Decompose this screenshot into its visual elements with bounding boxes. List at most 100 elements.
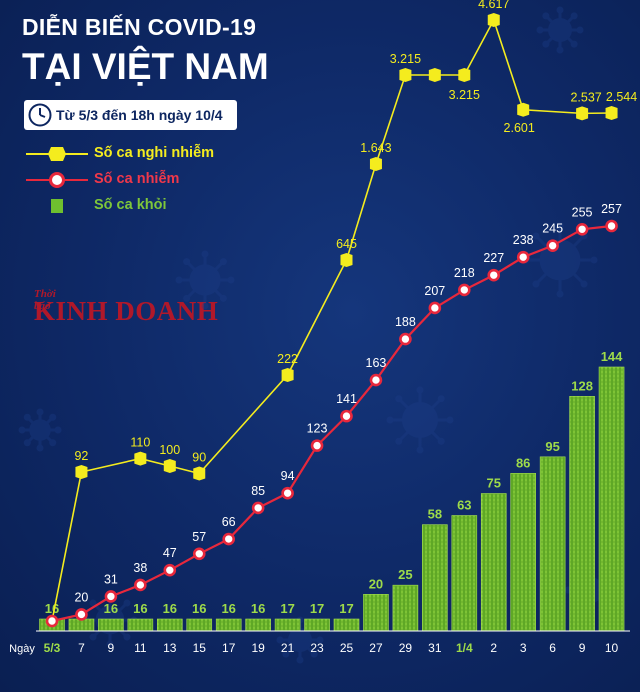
bar-value-label: 128 xyxy=(571,378,593,393)
virus-shape xyxy=(276,616,324,664)
marker-suspected xyxy=(134,451,147,466)
bar-recovered xyxy=(215,618,242,632)
label-infected: 94 xyxy=(281,469,295,483)
x-tick-label: 11 xyxy=(134,641,147,655)
label-infected: 20 xyxy=(74,590,88,604)
x-tick-label: 10 xyxy=(605,641,619,655)
label-infected: 207 xyxy=(424,284,445,298)
marker-infected xyxy=(45,614,59,628)
label-infected: 238 xyxy=(513,233,534,247)
marker-infected xyxy=(369,373,383,387)
bar-recovered xyxy=(569,396,595,632)
marker-suspected xyxy=(605,105,618,120)
title-line-1: DIỄN BIẾN COVID-19 xyxy=(22,14,257,40)
x-tick-label: 31 xyxy=(428,641,442,655)
x-tick-label: 23 xyxy=(310,641,324,655)
bar-value-label: 63 xyxy=(457,498,471,513)
legend-recovered-label: Số ca khỏi xyxy=(94,197,167,213)
x-tick-label: 25 xyxy=(340,641,354,655)
title-line-2: TẠI VIỆT NAM xyxy=(22,46,269,87)
bar-value-label: 16 xyxy=(104,601,118,616)
bar-value-label: 86 xyxy=(516,455,530,470)
bar-recovered xyxy=(510,473,537,632)
label-suspected: 92 xyxy=(74,449,88,463)
watermark-small: Thời báo xyxy=(34,288,56,312)
marker-suspected xyxy=(369,157,382,171)
x-tick-label: 15 xyxy=(193,641,207,655)
marker-infected xyxy=(487,268,501,282)
bar-recovered xyxy=(422,524,448,632)
x-tick-label: 2 xyxy=(490,641,497,655)
marker-infected xyxy=(104,590,118,603)
marker-infected xyxy=(546,239,559,252)
bar-value-label: 16 xyxy=(133,601,147,616)
label-suspected: 1.643 xyxy=(360,141,391,155)
bar-value-label: 17 xyxy=(310,601,324,616)
bar-value-label: 75 xyxy=(487,476,501,491)
marker-infected xyxy=(163,563,177,577)
bar-recovered xyxy=(245,618,271,632)
legend-infected-label: Số ca nhiễm xyxy=(94,171,180,187)
label-infected: 66 xyxy=(222,515,236,529)
bar-value-label: 144 xyxy=(601,349,623,364)
x-tick-label: 27 xyxy=(369,641,383,655)
x-tick-label: 19 xyxy=(251,641,265,655)
bar-recovered xyxy=(304,618,330,632)
bar-recovered xyxy=(274,618,301,632)
x-axis-title: Ngày xyxy=(9,643,35,655)
marker-infected xyxy=(251,501,265,515)
label-suspected: 110 xyxy=(130,436,150,450)
label-infected: 57 xyxy=(192,530,206,544)
marker-infected xyxy=(192,547,206,561)
bar-value-label: 16 xyxy=(163,601,177,616)
clock-icon xyxy=(28,103,52,127)
label-infected: 85 xyxy=(251,484,265,498)
marker-suspected xyxy=(517,102,530,117)
marker-infected xyxy=(457,283,471,297)
bar-value-label: 16 xyxy=(45,601,59,616)
legend-infected-swatch xyxy=(26,172,88,188)
marker-infected xyxy=(134,578,147,592)
x-tick-label: 7 xyxy=(78,641,85,655)
bar-value-label: 95 xyxy=(545,439,559,454)
x-tick-label: 13 xyxy=(163,641,177,655)
bar-recovered xyxy=(186,618,213,632)
bar-recovered xyxy=(157,618,183,632)
label-suspected: 2.544 xyxy=(606,90,637,104)
label-suspected: 100 xyxy=(159,443,180,457)
bar-value-label: 16 xyxy=(251,601,265,616)
bar-value-label: 16 xyxy=(192,601,206,616)
x-tick-label: 6 xyxy=(549,641,556,655)
marker-suspected xyxy=(399,68,412,82)
x-tick-label: 3 xyxy=(520,641,527,655)
label-suspected: 645 xyxy=(336,237,357,251)
bar-recovered xyxy=(539,456,566,632)
bar-value-label: 25 xyxy=(398,567,412,582)
label-infected: 163 xyxy=(366,356,387,370)
marker-infected xyxy=(75,608,88,621)
label-suspected: 2.537 xyxy=(570,90,601,104)
marker-suspected xyxy=(75,465,88,479)
marker-suspected xyxy=(428,68,441,82)
virus-shape xyxy=(386,386,454,454)
legend-suspected: Số ca nghi nhiễm xyxy=(24,143,244,165)
marker-infected xyxy=(222,532,235,546)
label-infected: 218 xyxy=(454,266,475,280)
bar-value-label: 17 xyxy=(280,601,294,616)
bar-recovered xyxy=(333,618,360,632)
watermark-big: KINH DOANH xyxy=(34,296,219,326)
lines-group: 92 110 100 90 222 645 1.643 3.215 3.215 4.617 2.60… xyxy=(45,0,637,628)
marker-infected xyxy=(428,301,442,315)
x-axis: Ngày 5/3 7 9 11 13 15 17 19 21 23 25 27 29 31 1/4 2 3 6 9 10 xyxy=(9,630,630,655)
marker-infected xyxy=(605,219,618,233)
label-suspected: 3.215 xyxy=(390,52,421,66)
virus-shape xyxy=(536,6,584,54)
label-suspected: 222 xyxy=(277,352,298,366)
virus-shape xyxy=(18,408,62,452)
label-infected: 255 xyxy=(572,205,593,219)
x-tick-label: 5/3 xyxy=(44,641,61,655)
marker-infected xyxy=(399,332,412,346)
marker-infected xyxy=(340,409,353,423)
